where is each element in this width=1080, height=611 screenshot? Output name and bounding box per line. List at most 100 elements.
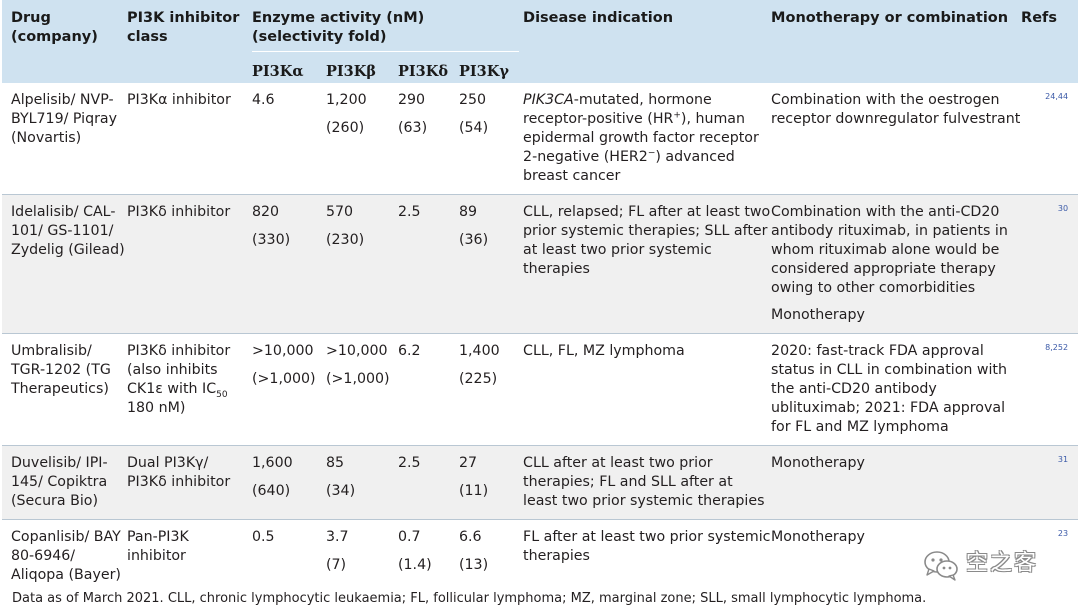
alpha-value: 4.6	[252, 92, 275, 108]
gamma-selectivity: (36)	[459, 232, 489, 248]
indication-gene: PIK3CA	[523, 92, 574, 108]
refs-link[interactable]: 24,44	[1045, 92, 1069, 101]
alpha-cell: 1,600 (640)	[252, 445, 326, 520]
beta-value: >10,000	[326, 343, 388, 359]
indication-text: -mutated, hormone receptor-positive (HR+…	[523, 92, 759, 184]
watermark-text: 空之客	[966, 551, 1039, 576]
table-row: Duvelisib/ IPI-145/ Copiktra (Secura Bio…	[2, 445, 1079, 520]
drug-cell: Copanlisib/ BAY 80-6946/ Aliqopa (Bayer)	[2, 519, 127, 593]
beta-selectivity: (>1,000)	[326, 371, 390, 387]
header-monotherapy: Monotherapy or combination	[771, 0, 1022, 83]
gamma-selectivity: (225)	[459, 371, 498, 387]
alpha-cell: 0.5	[252, 519, 326, 593]
header-indication: Disease indication	[523, 0, 772, 83]
table-row: Idelalisib/ CAL-101/ GS-1101/ Zydelig (G…	[2, 194, 1079, 334]
monotherapy-cell: Monotherapy	[771, 445, 1022, 520]
delta-cell: 2.5	[398, 445, 459, 520]
indication-cell: FL after at least two prior systemic the…	[523, 519, 772, 593]
indication-cell: CLL, relapsed; FL after at least two pri…	[523, 194, 772, 334]
beta-value: 570	[326, 204, 354, 220]
alpha-cell: >10,000 (>1,000)	[252, 333, 326, 446]
drug-cell: Idelalisib/ CAL-101/ GS-1101/ Zydelig (G…	[2, 194, 127, 334]
alpha-cell: 820 (330)	[252, 194, 326, 334]
pi3k-inhibitors-table: Drug (company) PI3K inhibitor class Enzy…	[2, 0, 1079, 593]
table-row: Alpelisib/ NVP-BYL719/ Piqray (Novartis)…	[2, 83, 1079, 195]
class-cell: Pan-PI3K inhibitor	[127, 519, 252, 593]
drug-cell: Umbralisib/ TGR-1202 (TG Therapeutics)	[2, 333, 127, 446]
gamma-cell: 6.6 (13)	[459, 519, 524, 593]
gamma-cell: 27 (11)	[459, 445, 524, 520]
alpha-selectivity: (>1,000)	[252, 371, 316, 387]
beta-selectivity: (7)	[326, 557, 347, 573]
refs-link[interactable]: 30	[1057, 204, 1069, 213]
class-cell: PI3Kδ inhibitor	[127, 194, 252, 334]
beta-cell: 3.7 (7)	[326, 519, 398, 593]
header-drug: Drug (company)	[2, 0, 127, 83]
monotherapy-cell: Combination with the oestrogen receptor …	[771, 83, 1022, 195]
refs-link[interactable]: 31	[1057, 455, 1069, 464]
refs-cell: 23	[1021, 519, 1079, 593]
monotherapy-cell: 2020: fast-track FDA approval status in …	[771, 333, 1022, 446]
class-tail: 180 nM)	[127, 400, 186, 416]
monotherapy-alt-text: Monotherapy	[771, 307, 865, 323]
gamma-value: 1,400	[459, 343, 500, 359]
delta-value: 2.5	[398, 455, 421, 471]
beta-cell: 570 (230)	[326, 194, 398, 334]
beta-selectivity: (230)	[326, 232, 365, 248]
delta-cell: 2.5	[398, 194, 459, 334]
header-enzyme-activity: Enzyme activity (nM) (selectivity fold)	[252, 0, 524, 54]
class-text: PI3Kδ inhibitor (also inhibits CK1ε with…	[127, 343, 231, 397]
class-cell: PI3Kδ inhibitor (also inhibits CK1ε with…	[127, 333, 252, 446]
refs-link[interactable]: 23	[1057, 529, 1069, 538]
header-enzyme-activity-label: Enzyme activity (nM) (selectivity fold)	[252, 9, 520, 52]
drug-cell: Duvelisib/ IPI-145/ Copiktra (Secura Bio…	[2, 445, 127, 520]
indication-cell: CLL after at least two prior therapies; …	[523, 445, 772, 520]
gamma-selectivity: (13)	[459, 557, 489, 573]
class-cell: PI3Kα inhibitor	[127, 83, 252, 195]
beta-cell: >10,000 (>1,000)	[326, 333, 398, 446]
monotherapy-cell: Combination with the anti-CD20 antibody …	[771, 194, 1022, 334]
delta-cell: 290 (63)	[398, 83, 459, 195]
header-pi3k-beta: PI3Kβ	[326, 54, 398, 83]
gamma-value: 250	[459, 92, 487, 108]
delta-value: 0.7	[398, 529, 421, 545]
beta-value: 3.7	[326, 529, 349, 545]
refs-cell: 24,44	[1021, 83, 1079, 195]
gamma-cell: 89 (36)	[459, 194, 524, 334]
gamma-selectivity: (11)	[459, 483, 489, 499]
gamma-value: 6.6	[459, 529, 482, 545]
indication-cell: CLL, FL, MZ lymphoma	[523, 333, 772, 446]
beta-cell: 85 (34)	[326, 445, 398, 520]
drug-cell: Alpelisib/ NVP-BYL719/ Piqray (Novartis)	[2, 83, 127, 195]
monotherapy-cell: Monotherapy	[771, 519, 1022, 593]
refs-link[interactable]: 8,252	[1045, 343, 1069, 352]
delta-value: 290	[398, 92, 426, 108]
refs-cell: 8,252	[1021, 333, 1079, 446]
table-row: Umbralisib/ TGR-1202 (TG Therapeutics) P…	[2, 333, 1079, 446]
indication-cell: PIK3CA-mutated, hormone receptor-positiv…	[523, 83, 772, 195]
header-row: Drug (company) PI3K inhibitor class Enzy…	[2, 0, 1079, 83]
delta-cell: 0.7 (1.4)	[398, 519, 459, 593]
header-pi3k-alpha: PI3Kα	[252, 54, 326, 83]
alpha-selectivity: (640)	[252, 483, 291, 499]
table-row: Copanlisib/ BAY 80-6946/ Aliqopa (Bayer)…	[2, 519, 1079, 593]
delta-selectivity: (1.4)	[398, 557, 432, 573]
beta-value: 85	[326, 455, 345, 471]
gamma-cell: 1,400 (225)	[459, 333, 524, 446]
header-pi3k-delta: PI3Kδ	[398, 54, 459, 83]
refs-cell: 30	[1021, 194, 1079, 334]
wechat-logo-icon	[924, 551, 958, 581]
watermark: 空之客	[922, 549, 1062, 581]
gamma-selectivity: (54)	[459, 120, 489, 136]
alpha-value: 0.5	[252, 529, 275, 545]
alpha-selectivity: (330)	[252, 232, 291, 248]
beta-selectivity: (260)	[326, 120, 365, 136]
delta-cell: 6.2	[398, 333, 459, 446]
alpha-cell: 4.6	[252, 83, 326, 195]
header-class: PI3K inhibitor class	[127, 0, 252, 83]
header-refs: Refs	[1021, 0, 1079, 83]
delta-value: 6.2	[398, 343, 421, 359]
alpha-value: 820	[252, 204, 280, 220]
class-subscript: 50	[216, 389, 228, 400]
alpha-value: >10,000	[252, 343, 314, 359]
